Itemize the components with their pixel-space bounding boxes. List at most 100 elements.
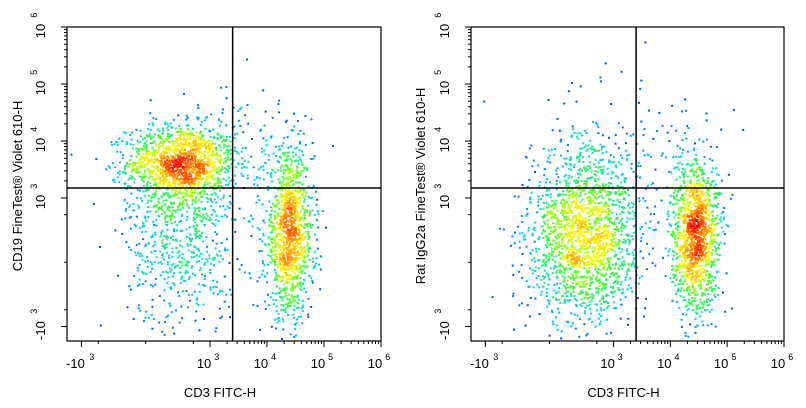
event-dot xyxy=(288,230,291,233)
event-dot xyxy=(145,310,148,313)
event-dot xyxy=(200,252,203,255)
event-dot xyxy=(255,201,258,204)
event-dot xyxy=(610,221,613,224)
event-dot xyxy=(178,244,181,247)
event-dot xyxy=(306,232,309,235)
event-dot xyxy=(671,203,674,206)
event-dot xyxy=(158,129,161,132)
event-dot xyxy=(715,204,718,207)
event-dot xyxy=(284,292,287,295)
event-dot xyxy=(212,150,215,153)
event-dot xyxy=(570,136,573,138)
event-dot xyxy=(581,275,584,278)
event-dot xyxy=(140,158,143,161)
event-dot xyxy=(210,262,212,265)
event-dot xyxy=(713,264,716,267)
event-dot xyxy=(208,158,211,161)
event-dot xyxy=(546,178,548,181)
event-dot xyxy=(714,196,717,198)
event-dot xyxy=(716,173,719,176)
event-dot xyxy=(684,305,687,308)
event-dot xyxy=(238,108,241,110)
event-dot xyxy=(606,306,609,309)
event-dot xyxy=(164,270,167,273)
event-dot xyxy=(575,303,577,306)
event-dot xyxy=(569,268,572,271)
event-dot xyxy=(179,208,182,211)
event-dot xyxy=(296,275,299,278)
event-dot xyxy=(232,106,235,109)
event-dot xyxy=(608,159,611,162)
event-dot xyxy=(287,167,289,170)
event-dot xyxy=(191,272,194,275)
event-dot xyxy=(597,178,600,180)
event-dot xyxy=(625,157,628,160)
event-dot xyxy=(612,272,614,275)
event-dot xyxy=(219,289,222,292)
event-dot xyxy=(682,172,685,175)
event-dot xyxy=(594,303,597,306)
event-dot xyxy=(302,259,305,262)
event-dot xyxy=(181,152,184,155)
event-dot xyxy=(611,248,614,251)
event-dot xyxy=(550,230,552,233)
event-dot xyxy=(205,179,208,182)
event-points xyxy=(70,58,334,340)
event-dot xyxy=(535,247,537,250)
event-dot xyxy=(203,161,206,164)
event-dot xyxy=(136,166,139,168)
event-dot xyxy=(298,217,301,220)
event-dot xyxy=(156,203,159,206)
event-dot xyxy=(287,202,290,205)
event-dot xyxy=(621,210,624,213)
event-dot xyxy=(593,222,596,225)
event-dot xyxy=(547,299,550,302)
event-dot xyxy=(619,194,622,197)
event-dot xyxy=(628,240,631,243)
event-dot xyxy=(180,142,183,145)
event-dot xyxy=(216,179,219,182)
event-dot xyxy=(548,277,551,280)
event-dot xyxy=(165,178,168,181)
event-dot xyxy=(295,307,298,310)
event-dot xyxy=(213,198,216,201)
event-dot xyxy=(199,147,202,150)
event-dot xyxy=(573,278,576,281)
event-dot xyxy=(557,195,560,198)
event-dot xyxy=(676,229,679,231)
event-dot xyxy=(153,196,156,199)
event-dot xyxy=(151,234,154,237)
event-dot xyxy=(199,193,202,196)
event-dot xyxy=(182,145,185,148)
event-dot xyxy=(197,116,200,119)
event-dot xyxy=(288,185,291,188)
event-dot xyxy=(150,159,153,162)
event-dot xyxy=(164,244,167,247)
event-dot xyxy=(184,175,187,178)
event-dot xyxy=(563,276,566,279)
event-dot xyxy=(283,272,286,274)
event-dot xyxy=(292,179,295,182)
event-dot xyxy=(613,203,615,206)
event-dot xyxy=(271,292,274,294)
event-dot xyxy=(296,284,299,287)
event-dot xyxy=(290,295,293,298)
event-dot xyxy=(208,181,211,184)
event-dot xyxy=(720,226,723,229)
event-dot xyxy=(285,119,288,122)
event-dot xyxy=(224,208,227,211)
event-dot xyxy=(628,284,631,287)
event-dot xyxy=(286,298,289,300)
event-dot xyxy=(276,233,279,235)
event-dot xyxy=(614,191,617,194)
event-dot xyxy=(197,182,200,185)
event-dot xyxy=(556,307,559,310)
event-dot xyxy=(561,248,564,250)
event-dot xyxy=(674,189,677,192)
event-dot xyxy=(282,220,285,223)
event-dot xyxy=(274,210,277,213)
event-dot xyxy=(136,148,139,151)
event-dot xyxy=(151,245,154,248)
event-dot xyxy=(554,148,557,151)
event-dot xyxy=(555,199,558,202)
